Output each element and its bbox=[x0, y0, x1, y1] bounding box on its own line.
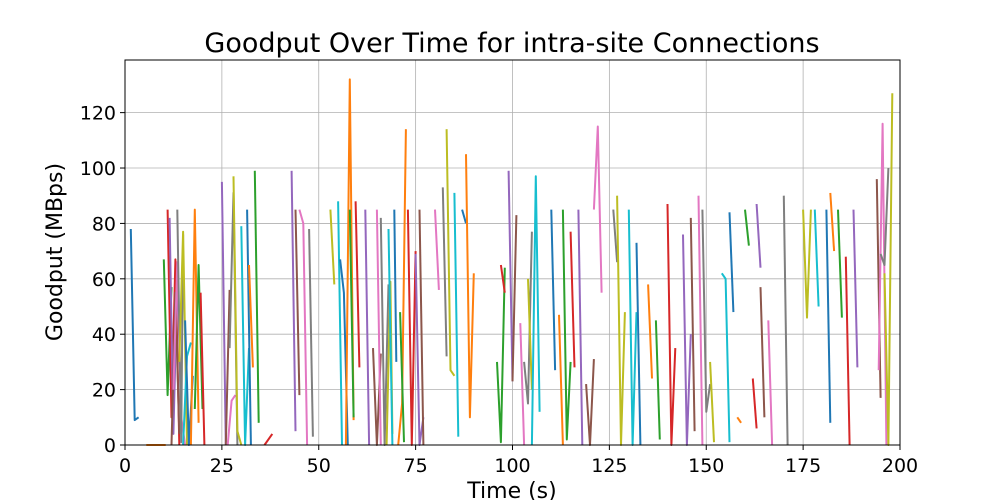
series-line bbox=[829, 192, 836, 252]
series-line bbox=[507, 170, 514, 382]
series-line bbox=[434, 209, 440, 290]
series-line bbox=[445, 129, 456, 377]
series-line bbox=[298, 209, 309, 446]
x-tick-label: 0 bbox=[119, 455, 131, 477]
series-line bbox=[364, 209, 371, 446]
series-line bbox=[399, 312, 405, 443]
series-line bbox=[290, 170, 297, 432]
series-line bbox=[226, 394, 237, 446]
y-tick-label: 80 bbox=[92, 213, 116, 235]
series-line bbox=[530, 175, 541, 446]
series-line bbox=[220, 181, 227, 446]
series-line bbox=[199, 292, 206, 446]
series-line bbox=[728, 212, 735, 313]
chart-title: Goodput Over Time for intra-site Connect… bbox=[204, 28, 819, 59]
x-tick-label: 100 bbox=[494, 455, 530, 477]
series-line bbox=[232, 176, 243, 446]
series-line bbox=[759, 287, 766, 418]
series-line bbox=[176, 209, 185, 444]
series-line bbox=[755, 203, 762, 268]
series-line bbox=[453, 192, 460, 437]
series-line bbox=[461, 209, 467, 224]
series-line bbox=[418, 209, 425, 446]
series-line bbox=[879, 167, 890, 266]
series-line bbox=[523, 231, 533, 405]
series-line bbox=[550, 209, 557, 371]
series-line bbox=[248, 264, 254, 368]
series-line bbox=[837, 209, 843, 318]
series-line bbox=[499, 264, 506, 293]
series-line bbox=[569, 231, 576, 368]
series-line bbox=[825, 209, 832, 423]
series-line bbox=[308, 228, 314, 437]
series-line bbox=[875, 179, 882, 398]
y-axis: 0 20 40 60 80 100 120 bbox=[80, 103, 125, 457]
x-tick-label: 200 bbox=[882, 455, 918, 477]
series-line bbox=[844, 256, 851, 446]
series-line bbox=[751, 378, 758, 429]
y-tick-label: 120 bbox=[80, 103, 116, 125]
series-line bbox=[561, 209, 572, 441]
y-tick-label: 0 bbox=[104, 435, 116, 457]
series-line bbox=[294, 209, 301, 396]
series-line bbox=[802, 209, 812, 319]
series-line bbox=[697, 195, 704, 446]
series-line bbox=[592, 125, 603, 293]
series-line bbox=[465, 154, 475, 419]
series-line bbox=[720, 272, 731, 443]
series-line bbox=[375, 209, 382, 446]
x-tick-label: 50 bbox=[307, 455, 331, 477]
series-line bbox=[337, 201, 343, 446]
series-line bbox=[511, 215, 518, 382]
series-line bbox=[129, 228, 140, 422]
series-line bbox=[736, 416, 742, 424]
series-line bbox=[224, 289, 231, 446]
series-line bbox=[193, 264, 204, 410]
y-tick-label: 60 bbox=[92, 269, 116, 291]
series-line bbox=[701, 209, 712, 413]
x-tick-label: 175 bbox=[785, 455, 821, 477]
x-tick-label: 75 bbox=[404, 455, 428, 477]
series-line bbox=[647, 284, 653, 379]
series-line bbox=[387, 228, 394, 446]
series-line bbox=[189, 208, 200, 446]
series-line bbox=[519, 323, 526, 446]
series-line bbox=[744, 209, 750, 246]
y-tick-label: 100 bbox=[80, 158, 116, 180]
series-line bbox=[329, 209, 336, 285]
x-tick-label: 150 bbox=[688, 455, 724, 477]
y-tick-label: 20 bbox=[92, 380, 116, 402]
series-line bbox=[393, 209, 398, 362]
series-line bbox=[348, 209, 355, 418]
x-axis-label: Time (s) bbox=[466, 479, 556, 500]
series-line bbox=[612, 209, 619, 263]
series-line bbox=[577, 209, 584, 446]
series-lines bbox=[129, 78, 894, 446]
series-line bbox=[767, 320, 774, 446]
series-line bbox=[496, 267, 506, 444]
series-line bbox=[654, 320, 661, 440]
x-axis: 0 25 50 75 100 125 150 175 200 bbox=[119, 445, 918, 477]
series-line bbox=[246, 209, 252, 446]
series-line bbox=[782, 195, 789, 446]
x-tick-label: 125 bbox=[591, 455, 627, 477]
series-line bbox=[263, 433, 274, 446]
series-line bbox=[354, 201, 361, 368]
x-tick-label: 25 bbox=[210, 455, 234, 477]
series-line bbox=[253, 170, 260, 423]
y-tick-label: 40 bbox=[92, 324, 116, 346]
series-line bbox=[689, 217, 696, 432]
series-line bbox=[441, 187, 448, 357]
series-line bbox=[709, 361, 715, 443]
series-line bbox=[852, 209, 859, 368]
y-axis-label: Goodput (MBps) bbox=[43, 163, 68, 341]
series-line bbox=[527, 278, 533, 390]
series-line bbox=[558, 314, 564, 446]
series-line bbox=[635, 242, 642, 446]
series-line bbox=[813, 209, 820, 307]
